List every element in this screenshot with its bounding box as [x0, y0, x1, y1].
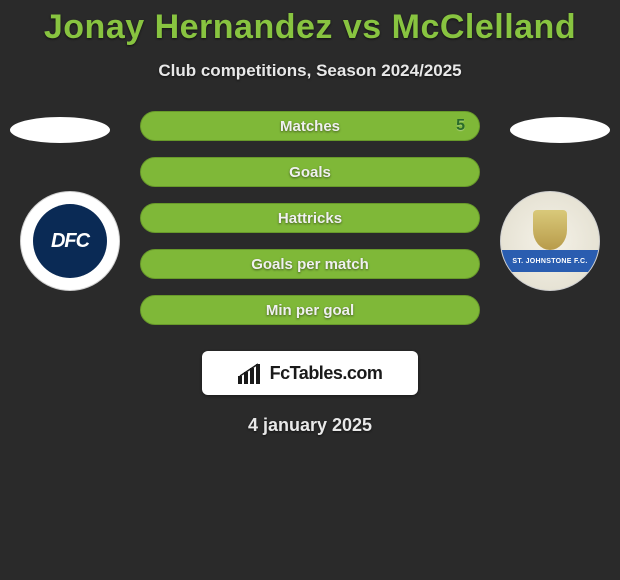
brand-badge[interactable]: FcTables.com [202, 351, 418, 395]
brand-text: FcTables.com [270, 363, 383, 384]
team-left-logo: DFC [20, 191, 120, 291]
st-johnstone-crest-icon [533, 210, 567, 250]
stat-bar-min-per-goal: Min per goal [140, 295, 480, 325]
chart-bars-icon [238, 362, 264, 384]
stat-bar-matches: Matches 5 [140, 111, 480, 141]
stat-bar-goals-per-match: Goals per match [140, 249, 480, 279]
stat-bars: Matches 5 Goals Hattricks Goals per matc… [140, 111, 480, 341]
comparison-row: DFC ST. JOHNSTONE F.C. Matches 5 Goals H… [0, 111, 620, 331]
ellipse-decor-right [510, 117, 610, 143]
stat-bar-hattricks: Hattricks [140, 203, 480, 233]
stat-label: Goals per match [251, 256, 369, 273]
subtitle: Club competitions, Season 2024/2025 [0, 61, 620, 81]
stat-label: Matches [280, 118, 340, 135]
ellipse-decor-left [10, 117, 110, 143]
st-johnstone-band: ST. JOHNSTONE F.C. [501, 250, 599, 272]
stat-label: Goals [289, 164, 331, 181]
stat-value: 5 [456, 117, 465, 135]
dundee-fc-logo: DFC [33, 204, 107, 278]
page-title: Jonay Hernandez vs McClelland [0, 8, 620, 47]
stat-label: Hattricks [278, 210, 342, 227]
stat-bar-goals: Goals [140, 157, 480, 187]
stat-label: Min per goal [266, 302, 354, 319]
comparison-card: Jonay Hernandez vs McClelland Club compe… [0, 0, 620, 436]
date-label: 4 january 2025 [0, 415, 620, 436]
team-right-logo: ST. JOHNSTONE F.C. [500, 191, 600, 291]
